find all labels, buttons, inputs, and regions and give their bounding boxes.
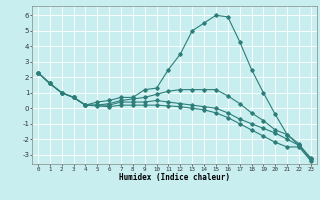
X-axis label: Humidex (Indice chaleur): Humidex (Indice chaleur) [119, 173, 230, 182]
